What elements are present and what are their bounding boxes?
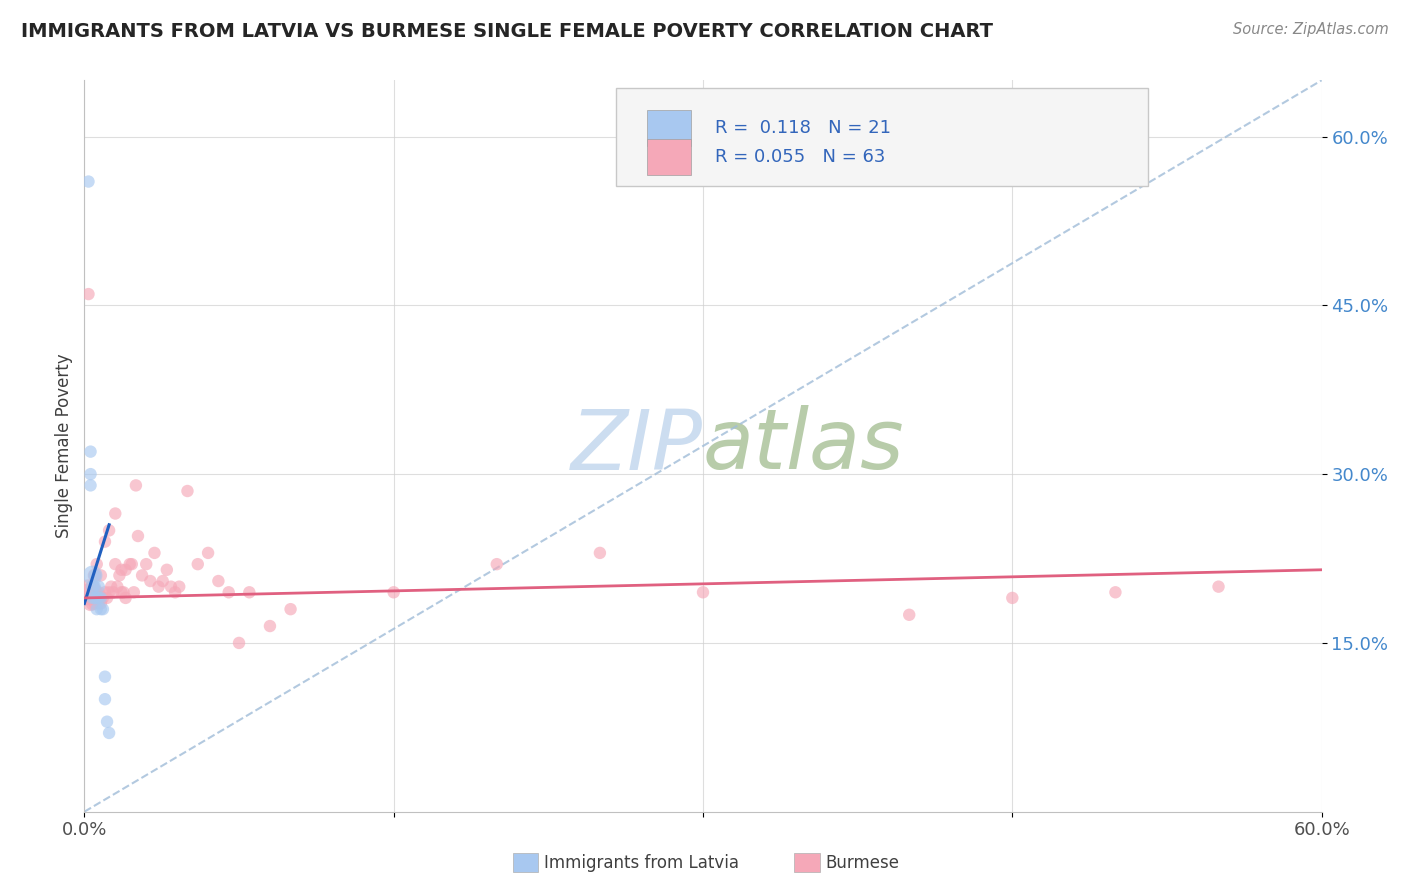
Point	[1208, 580, 1230, 594]
Text: atlas: atlas	[703, 406, 904, 486]
Point	[1104, 585, 1126, 599]
Point	[82, 580, 104, 594]
Point	[259, 619, 281, 633]
Point	[104, 507, 127, 521]
Point	[94, 670, 117, 684]
FancyBboxPatch shape	[616, 87, 1149, 186]
Point	[83, 580, 105, 594]
Point	[110, 585, 132, 599]
Point	[112, 585, 135, 599]
Point	[77, 175, 100, 189]
Point	[83, 591, 105, 605]
Point	[90, 597, 112, 611]
Point	[156, 563, 179, 577]
Point	[114, 591, 136, 605]
Point	[86, 557, 108, 571]
Point	[228, 636, 250, 650]
Point	[100, 580, 122, 594]
Point	[77, 585, 100, 599]
Point	[692, 585, 714, 599]
Point	[90, 591, 112, 605]
Point	[187, 557, 209, 571]
Point	[98, 524, 121, 538]
Point	[86, 591, 108, 605]
Point	[218, 585, 240, 599]
Point	[77, 287, 100, 301]
Point	[1001, 591, 1024, 605]
Point	[167, 580, 190, 594]
Point	[90, 602, 112, 616]
Text: Source: ZipAtlas.com: Source: ZipAtlas.com	[1233, 22, 1389, 37]
Point	[110, 563, 132, 577]
Point	[197, 546, 219, 560]
Point	[131, 568, 153, 582]
Point	[105, 580, 128, 594]
Point	[104, 557, 127, 571]
Point	[135, 557, 157, 571]
Point	[98, 585, 121, 599]
Point	[79, 478, 101, 492]
Point	[83, 568, 105, 582]
Point	[96, 714, 118, 729]
Point	[83, 568, 105, 582]
Point	[79, 467, 101, 482]
Point	[90, 568, 112, 582]
Point	[87, 585, 110, 599]
Point	[82, 568, 104, 582]
Point	[898, 607, 921, 622]
FancyBboxPatch shape	[647, 110, 690, 146]
Point	[86, 602, 108, 616]
Point	[139, 574, 162, 588]
Point	[82, 580, 104, 594]
Text: Burmese: Burmese	[825, 854, 900, 871]
Point	[79, 444, 101, 458]
Point	[87, 580, 110, 594]
Y-axis label: Single Female Poverty: Single Female Poverty	[55, 354, 73, 538]
Point	[108, 568, 131, 582]
Point	[87, 597, 110, 611]
Point	[485, 557, 508, 571]
Point	[91, 591, 114, 605]
Point	[280, 602, 302, 616]
Text: Immigrants from Latvia: Immigrants from Latvia	[544, 854, 740, 871]
Point	[103, 585, 125, 599]
Point	[91, 602, 114, 616]
Point	[94, 534, 117, 549]
Text: IMMIGRANTS FROM LATVIA VS BURMESE SINGLE FEMALE POVERTY CORRELATION CHART: IMMIGRANTS FROM LATVIA VS BURMESE SINGLE…	[21, 22, 993, 41]
Point	[160, 580, 183, 594]
Point	[87, 591, 110, 605]
Point	[98, 726, 121, 740]
Point	[114, 563, 136, 577]
Point	[83, 597, 105, 611]
Point	[79, 597, 101, 611]
Point	[122, 585, 145, 599]
Point	[143, 546, 166, 560]
Point	[176, 483, 198, 498]
Point	[82, 597, 104, 611]
Point	[121, 557, 143, 571]
Point	[589, 546, 612, 560]
Point	[148, 580, 170, 594]
Text: R = 0.055   N = 63: R = 0.055 N = 63	[716, 148, 886, 166]
Point	[165, 585, 187, 599]
Point	[79, 585, 101, 599]
Point	[82, 591, 104, 605]
Point	[94, 585, 117, 599]
Point	[96, 591, 118, 605]
Point	[86, 585, 108, 599]
Text: ZIP: ZIP	[571, 406, 703, 486]
Text: R =  0.118   N = 21: R = 0.118 N = 21	[716, 119, 891, 136]
Point	[94, 692, 117, 706]
Point	[207, 574, 229, 588]
Point	[382, 585, 405, 599]
Point	[125, 478, 148, 492]
Point	[152, 574, 174, 588]
FancyBboxPatch shape	[647, 139, 690, 176]
Point	[238, 585, 260, 599]
Point	[127, 529, 149, 543]
Point	[118, 557, 141, 571]
